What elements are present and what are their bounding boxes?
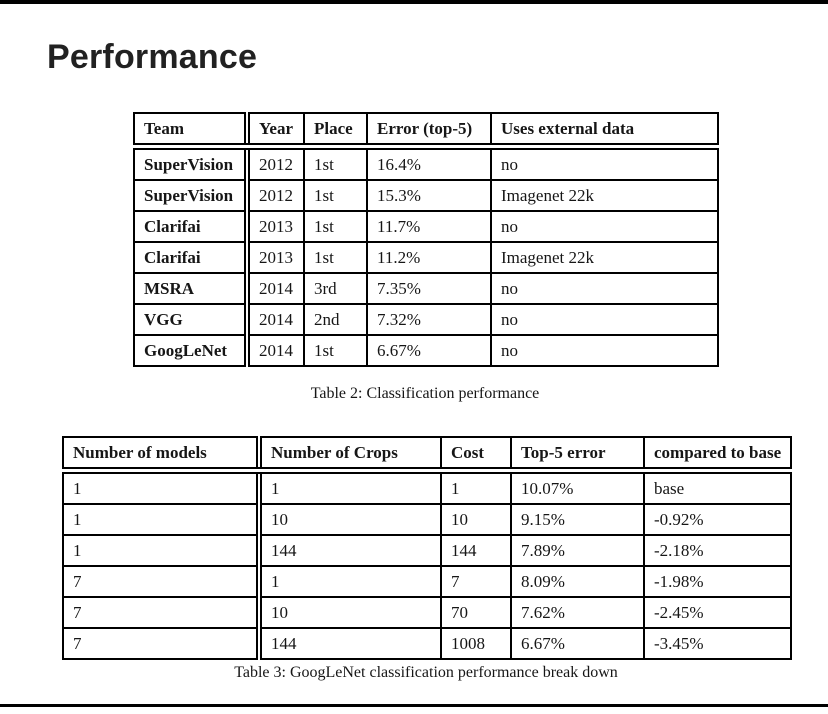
- table-row: 7 10 70 7.62% -2.45%: [62, 596, 793, 629]
- table-cell: -0.92%: [642, 503, 793, 536]
- table-cell: base: [642, 469, 793, 505]
- table-cell: 7.89%: [510, 534, 645, 567]
- table-cell: 2012: [246, 179, 305, 212]
- table-cell: GoogLeNet: [133, 334, 250, 367]
- table-row: MSRA 2014 3rd 7.35% no: [133, 272, 719, 305]
- table-cell: 1: [62, 503, 262, 536]
- slide-title: Performance: [47, 37, 258, 76]
- table-cell: -3.45%: [642, 627, 793, 660]
- classification-performance-table: Team Year Place Error (top-5) Uses external …: [133, 112, 719, 367]
- table-cell: 7.62%: [510, 596, 645, 629]
- table-cell: 1st: [303, 334, 368, 367]
- table-cell: Imagenet 22k: [490, 241, 719, 274]
- table2-caption: Table 2: Classification performance: [310, 385, 540, 402]
- table3-caption: Table 3: GoogLeNet classification perfor…: [234, 664, 618, 681]
- table-cell: 1: [258, 469, 442, 505]
- slide-bottom-rule: [0, 704, 828, 707]
- table-cell: -2.18%: [642, 534, 793, 567]
- table-cell: -2.45%: [642, 596, 793, 629]
- table-cell: 1: [258, 565, 442, 598]
- table-cell: 16.4%: [366, 145, 492, 181]
- column-header: Team: [133, 112, 250, 150]
- table-cell: no: [490, 145, 719, 181]
- table-cell: 2014: [246, 272, 305, 305]
- table-cell: 1: [62, 534, 262, 567]
- table-cell: 1008: [440, 627, 512, 660]
- table-row: 7 144 1008 6.67% -3.45%: [62, 627, 793, 660]
- table-row: 1 10 10 9.15% -0.92%: [62, 503, 793, 536]
- table-cell: no: [490, 272, 719, 305]
- table-cell: 2014: [246, 303, 305, 336]
- table-cell: 11.7%: [366, 210, 492, 243]
- table-cell: 11.2%: [366, 241, 492, 274]
- table-cell: 15.3%: [366, 179, 492, 212]
- table-cell: 7: [62, 565, 262, 598]
- table-cell: Clarifai: [133, 241, 250, 274]
- slide-top-rule: [0, 0, 828, 4]
- column-header: Cost: [440, 436, 512, 474]
- table-cell: 1st: [303, 210, 368, 243]
- table-cell: 2014: [246, 334, 305, 367]
- table-cell: 2012: [246, 145, 305, 181]
- table-cell: 9.15%: [510, 503, 645, 536]
- column-header: Top-5 error: [510, 436, 645, 474]
- table-cell: 7.32%: [366, 303, 492, 336]
- table-cell: 2013: [246, 210, 305, 243]
- table-cell: VGG: [133, 303, 250, 336]
- table-cell: 1: [440, 469, 512, 505]
- column-header: compared to base: [642, 436, 793, 474]
- table-cell: 10: [258, 596, 442, 629]
- table-cell: 3rd: [303, 272, 368, 305]
- table-cell: 70: [440, 596, 512, 629]
- column-header: Error (top-5): [366, 112, 492, 150]
- table-cell: 6.67%: [510, 627, 645, 660]
- table-cell: 144: [258, 534, 442, 567]
- table-cell: 7: [440, 565, 512, 598]
- googlenet-breakdown-table: Number of models Number of Crops Cost Top-5…: [62, 436, 793, 660]
- table-cell: 2013: [246, 241, 305, 274]
- table-cell: 7.35%: [366, 272, 492, 305]
- table-row: SuperVision 2012 1st 16.4% no: [133, 145, 719, 181]
- table-row: 1 144 144 7.89% -2.18%: [62, 534, 793, 567]
- table-row: VGG 2014 2nd 7.32% no: [133, 303, 719, 336]
- table-cell: SuperVision: [133, 145, 250, 181]
- table-row: GoogLeNet 2014 1st 6.67% no: [133, 334, 719, 367]
- table-row: Clarifai 2013 1st 11.2% Imagenet 22k: [133, 241, 719, 274]
- column-header: Uses external data: [490, 112, 719, 150]
- table-cell: no: [490, 334, 719, 367]
- table-cell: no: [490, 210, 719, 243]
- table-cell: 7: [62, 596, 262, 629]
- table-cell: 10.07%: [510, 469, 645, 505]
- column-header: Place: [303, 112, 368, 150]
- table-cell: 1: [62, 469, 262, 505]
- table-cell: SuperVision: [133, 179, 250, 212]
- table-row: 1 1 1 10.07% base: [62, 469, 793, 505]
- table-cell: 6.67%: [366, 334, 492, 367]
- table-cell: 144: [258, 627, 442, 660]
- column-header: Year: [246, 112, 305, 150]
- table-cell: 1st: [303, 241, 368, 274]
- table-cell: 1st: [303, 145, 368, 181]
- table-cell: 10: [440, 503, 512, 536]
- table-cell: MSRA: [133, 272, 250, 305]
- table-cell: 2nd: [303, 303, 368, 336]
- table-row: Clarifai 2013 1st 11.7% no: [133, 210, 719, 243]
- table-cell: 144: [440, 534, 512, 567]
- table-row: 7 1 7 8.09% -1.98%: [62, 565, 793, 598]
- table-cell: 8.09%: [510, 565, 645, 598]
- table-cell: -1.98%: [642, 565, 793, 598]
- column-header: Number of models: [62, 436, 262, 474]
- table-cell: 7: [62, 627, 262, 660]
- header-row: Number of models Number of Crops Cost Top-5…: [62, 436, 793, 474]
- header-row: Team Year Place Error (top-5) Uses external …: [133, 112, 719, 150]
- table-cell: 1st: [303, 179, 368, 212]
- table-cell: Clarifai: [133, 210, 250, 243]
- table-cell: 10: [258, 503, 442, 536]
- column-header: Number of Crops: [258, 436, 442, 474]
- table-cell: Imagenet 22k: [490, 179, 719, 212]
- table-cell: no: [490, 303, 719, 336]
- table-row: SuperVision 2012 1st 15.3% Imagenet 22k: [133, 179, 719, 212]
